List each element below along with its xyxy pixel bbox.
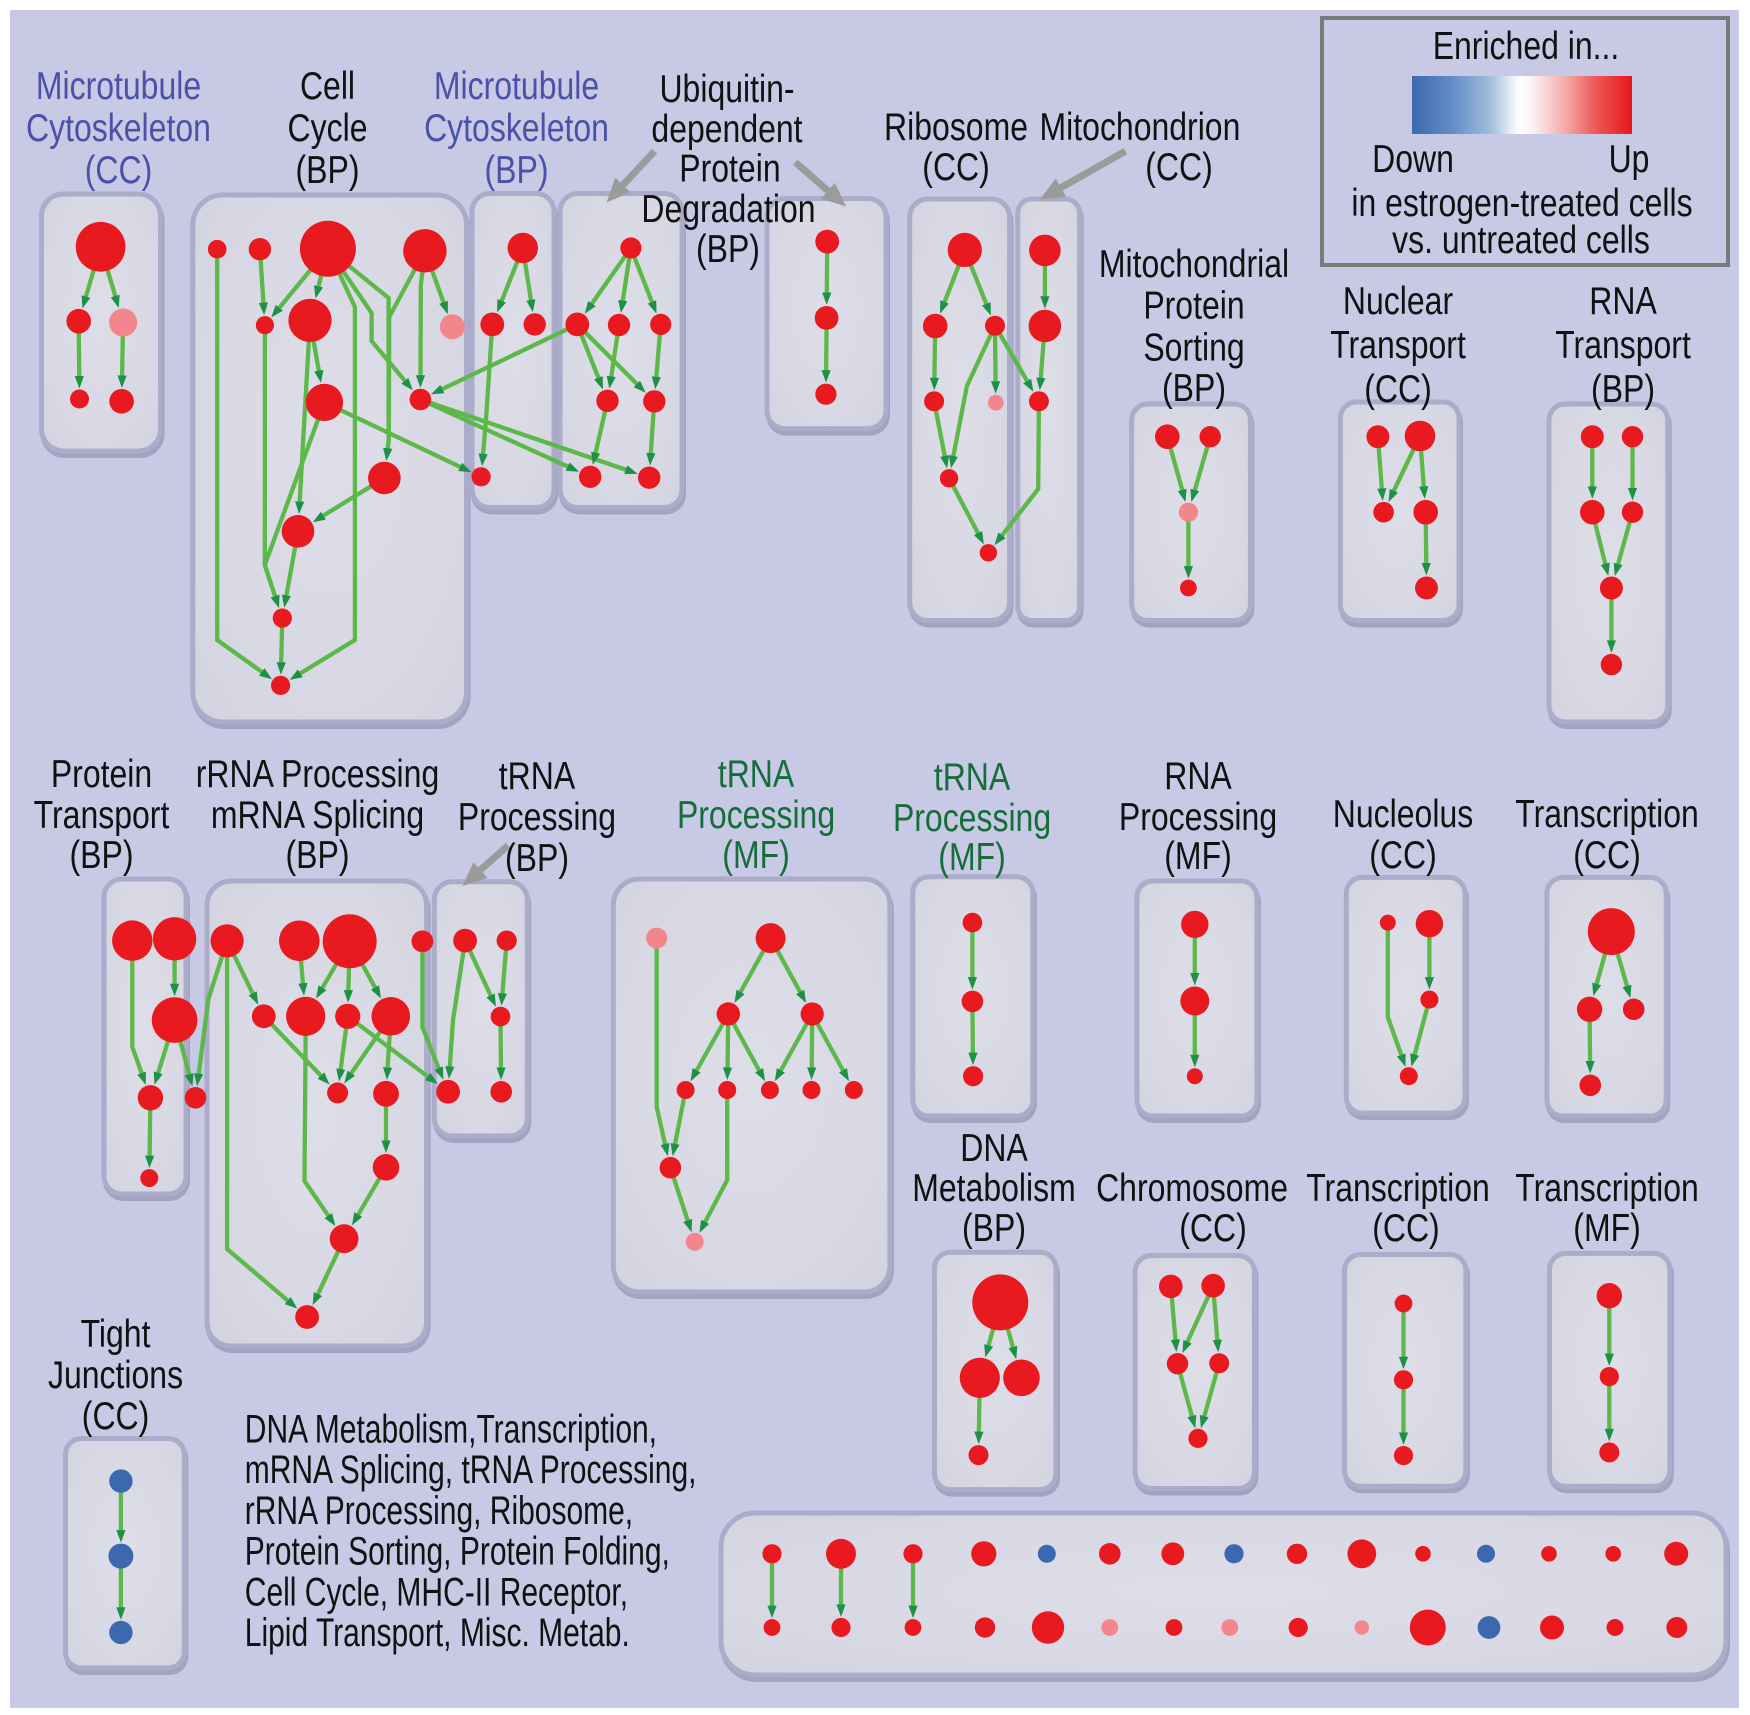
svg-text:(CC): (CC) xyxy=(85,148,152,192)
svg-text:(BP): (BP) xyxy=(70,833,134,877)
svg-text:vs. untreated cells: vs. untreated cells xyxy=(1392,218,1650,262)
svg-text:(BP): (BP) xyxy=(962,1206,1026,1250)
svg-text:dependent: dependent xyxy=(651,107,802,151)
svg-text:Protein Sorting, Protein Foldi: Protein Sorting, Protein Folding, xyxy=(245,1530,670,1574)
svg-text:(CC): (CC) xyxy=(1372,1206,1439,1250)
svg-text:Transport: Transport xyxy=(1330,323,1466,367)
svg-text:(MF): (MF) xyxy=(938,835,1005,879)
svg-text:Junctions: Junctions xyxy=(48,1353,183,1397)
svg-text:RNA: RNA xyxy=(1589,279,1657,323)
svg-text:Processing: Processing xyxy=(893,796,1051,840)
svg-text:rRNA Processing, Ribosome,: rRNA Processing, Ribosome, xyxy=(245,1489,633,1533)
svg-text:(BP): (BP) xyxy=(505,836,569,880)
svg-text:DNA: DNA xyxy=(960,1126,1028,1170)
svg-text:Processing: Processing xyxy=(1119,795,1277,839)
svg-text:Sorting: Sorting xyxy=(1143,326,1244,370)
svg-text:RNA: RNA xyxy=(1164,754,1232,798)
svg-text:Down: Down xyxy=(1372,137,1454,181)
svg-text:Transport: Transport xyxy=(34,793,170,837)
svg-text:(BP): (BP) xyxy=(296,148,360,192)
svg-text:Transcription: Transcription xyxy=(1306,1166,1490,1210)
svg-text:mRNA Splicing, tRNA Processing: mRNA Splicing, tRNA Processing, xyxy=(245,1448,697,1492)
svg-text:Protein: Protein xyxy=(679,147,780,191)
svg-text:tRNA: tRNA xyxy=(718,752,795,796)
svg-text:Transport: Transport xyxy=(1555,323,1691,367)
svg-text:Microtubule: Microtubule xyxy=(36,64,201,108)
svg-text:Mitochondrial: Mitochondrial xyxy=(1099,242,1289,286)
svg-text:DNA Metabolism,Transcription,: DNA Metabolism,Transcription, xyxy=(245,1407,657,1451)
svg-text:mRNA Splicing: mRNA Splicing xyxy=(211,793,424,837)
svg-text:(BP): (BP) xyxy=(696,227,760,271)
svg-text:Transcription: Transcription xyxy=(1515,792,1699,836)
svg-text:Protein: Protein xyxy=(51,752,152,796)
svg-text:Degradation: Degradation xyxy=(641,187,815,231)
svg-text:rRNA Processing: rRNA Processing xyxy=(196,752,439,796)
svg-text:Cytoskeleton: Cytoskeleton xyxy=(424,106,609,150)
svg-text:Chromosome: Chromosome xyxy=(1096,1166,1288,1210)
svg-text:(CC): (CC) xyxy=(1573,833,1640,877)
svg-text:(CC): (CC) xyxy=(82,1394,149,1438)
svg-text:(CC): (CC) xyxy=(1145,145,1212,189)
svg-text:(CC): (CC) xyxy=(1364,367,1431,411)
svg-text:(MF): (MF) xyxy=(1164,834,1231,878)
svg-text:Nuclear: Nuclear xyxy=(1343,279,1453,323)
svg-text:Microtubule: Microtubule xyxy=(434,64,599,108)
svg-text:(CC): (CC) xyxy=(922,145,989,189)
svg-text:Metabolism: Metabolism xyxy=(912,1166,1075,1210)
svg-text:Tight: Tight xyxy=(81,1312,151,1356)
svg-text:Protein: Protein xyxy=(1143,284,1244,328)
svg-text:(BP): (BP) xyxy=(485,148,549,192)
svg-text:Ribosome: Ribosome xyxy=(884,105,1028,149)
svg-text:Ubiquitin-: Ubiquitin- xyxy=(659,67,794,111)
svg-text:Cycle: Cycle xyxy=(288,106,368,150)
svg-text:(MF): (MF) xyxy=(1573,1206,1640,1250)
svg-text:tRNA: tRNA xyxy=(934,755,1011,799)
svg-text:(MF): (MF) xyxy=(722,833,789,877)
svg-text:in estrogen-treated cells: in estrogen-treated cells xyxy=(1351,181,1692,225)
svg-text:Up: Up xyxy=(1609,137,1650,181)
svg-text:Cell: Cell xyxy=(300,64,355,108)
svg-text:Mitochondrion: Mitochondrion xyxy=(1040,105,1241,149)
svg-text:Processing: Processing xyxy=(458,795,616,839)
svg-text:Transcription: Transcription xyxy=(1515,1166,1699,1210)
svg-text:Lipid Transport, Misc. Metab.: Lipid Transport, Misc. Metab. xyxy=(245,1611,630,1655)
svg-text:tRNA: tRNA xyxy=(499,754,576,798)
svg-text:Processing: Processing xyxy=(677,793,835,837)
svg-text:(BP): (BP) xyxy=(286,833,350,877)
svg-text:(CC): (CC) xyxy=(1369,833,1436,877)
svg-text:Nucleolus: Nucleolus xyxy=(1333,792,1473,836)
svg-text:Cytoskeleton: Cytoskeleton xyxy=(26,106,211,150)
svg-text:Enriched in...: Enriched in... xyxy=(1433,24,1620,68)
svg-text:(CC): (CC) xyxy=(1179,1206,1246,1250)
svg-text:Cell Cycle, MHC-II Receptor,: Cell Cycle, MHC-II Receptor, xyxy=(245,1570,628,1614)
svg-text:(BP): (BP) xyxy=(1162,366,1226,410)
svg-text:(BP): (BP) xyxy=(1591,367,1655,411)
